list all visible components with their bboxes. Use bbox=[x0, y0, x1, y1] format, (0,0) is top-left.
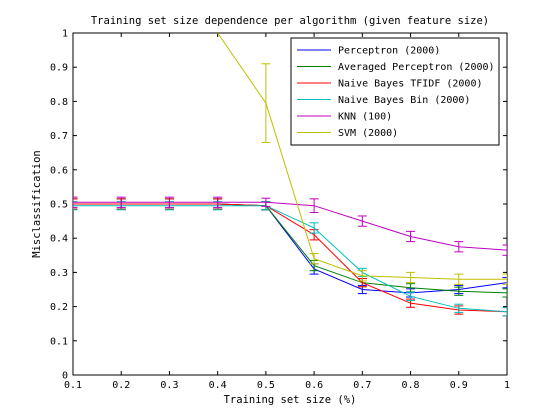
chart-title: Training set size dependence per algorit… bbox=[91, 15, 489, 27]
legend-box bbox=[290, 37, 500, 146]
y-tick-label: 0.7 bbox=[50, 131, 68, 142]
x-tick-label: 0.9 bbox=[450, 380, 468, 391]
y-tick-label: 0.8 bbox=[50, 97, 68, 108]
x-tick-label: 0.1 bbox=[64, 380, 82, 391]
x-tick-label: 0.7 bbox=[353, 380, 371, 391]
x-tick-label: 1 bbox=[504, 380, 510, 391]
x-tick-label: 0.4 bbox=[209, 380, 227, 391]
legend-label: Naive Bayes Bin (2000) bbox=[338, 95, 470, 106]
y-tick-label: 0.1 bbox=[50, 336, 68, 347]
legend-entry: KNN (100) bbox=[297, 112, 392, 123]
legend-label: Naive Bayes TFIDF (2000) bbox=[338, 79, 483, 90]
series-line bbox=[73, 203, 507, 313]
legend-entry: Perceptron (2000) bbox=[297, 46, 440, 57]
legend-label: Averaged Perceptron (2000) bbox=[338, 62, 495, 73]
legend-entry: Naive Bayes Bin (2000) bbox=[297, 95, 470, 106]
series-5 bbox=[217, 33, 507, 285]
y-axis-label: Misclassification bbox=[31, 150, 43, 257]
legend-entry: Averaged Perceptron (2000) bbox=[297, 62, 495, 73]
x-tick-label: 0.8 bbox=[402, 380, 420, 391]
legend: Perceptron (2000) Averaged Perceptron (20… bbox=[290, 37, 500, 146]
y-tick-label: 0.9 bbox=[50, 63, 68, 74]
y-tick-label: 0.5 bbox=[50, 200, 68, 211]
series-4 bbox=[73, 196, 507, 256]
x-axis-label: Training set size (%) bbox=[224, 394, 357, 406]
axis-ticks: 0.1 0.2 0.3 0.4 0.5 0.6 0.7 0.8 0.9 100.10.20.30.… bbox=[50, 29, 510, 392]
x-tick-label: 0.5 bbox=[257, 380, 275, 391]
y-tick-label: 0.4 bbox=[50, 234, 68, 245]
y-tick-label: 0.6 bbox=[50, 165, 68, 176]
legend-label: KNN (100) bbox=[338, 112, 392, 123]
series-line bbox=[73, 205, 507, 313]
legend-entry: SVM (2000) bbox=[297, 128, 398, 139]
y-tick-label: 0.2 bbox=[50, 302, 68, 313]
x-tick-label: 0.6 bbox=[305, 380, 323, 391]
legend-entry: Naive Bayes TFIDF (2000) bbox=[297, 79, 483, 90]
x-tick-label: 0.2 bbox=[112, 380, 130, 391]
y-tick-label: 0 bbox=[62, 371, 68, 382]
x-tick-label: 0.3 bbox=[160, 380, 178, 391]
y-tick-label: 0.3 bbox=[50, 268, 68, 279]
legend-label: Perceptron (2000) bbox=[338, 46, 440, 57]
legend-label: SVM (2000) bbox=[338, 128, 398, 139]
y-tick-label: 1 bbox=[62, 29, 68, 40]
series-line bbox=[73, 201, 507, 251]
series-layer bbox=[73, 33, 507, 317]
